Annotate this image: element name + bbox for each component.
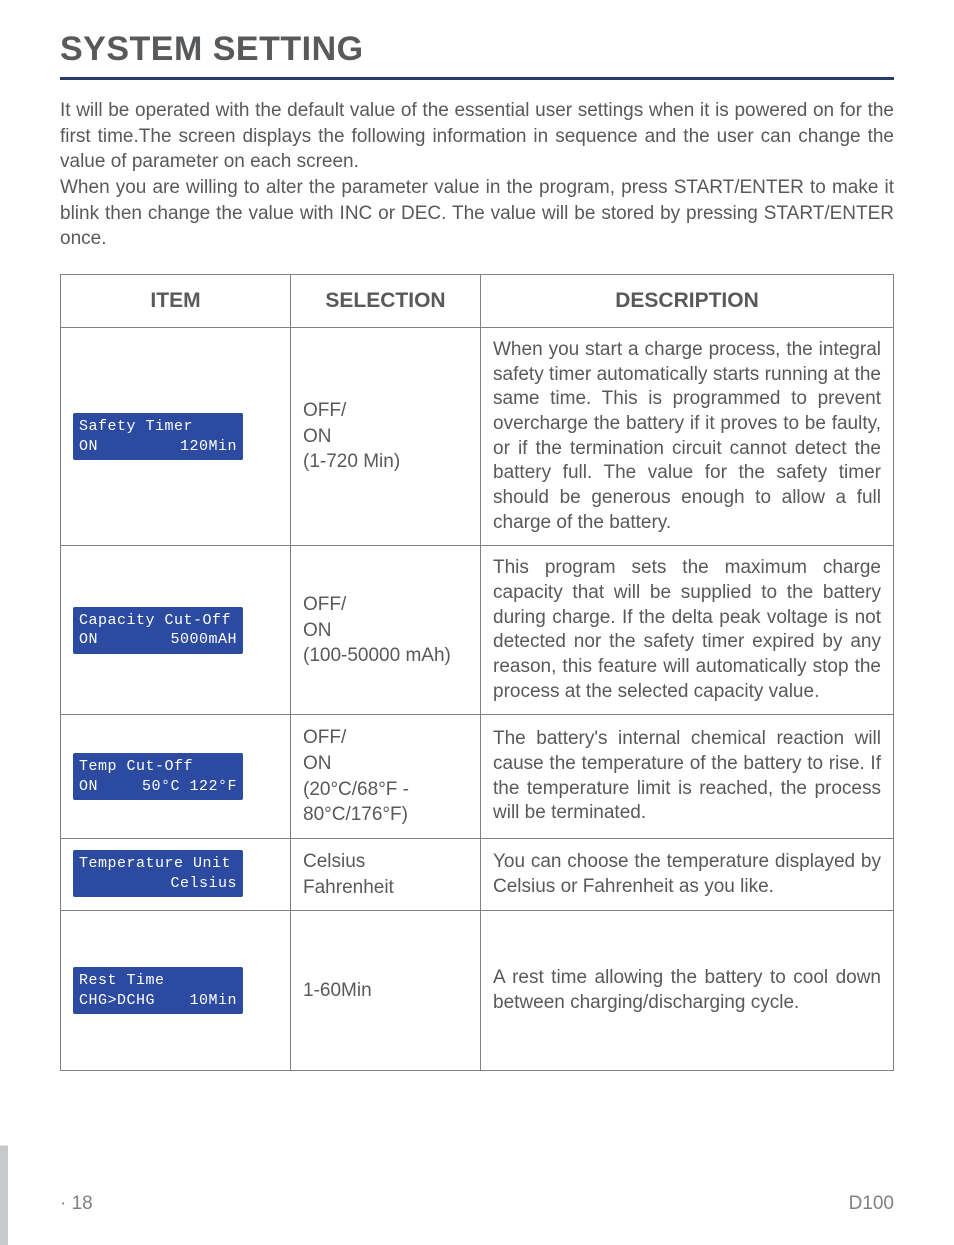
table-row: Safety Timer ON120Min OFF/ON(1-720 Min) … — [61, 327, 894, 546]
lcd-capacity-cutoff: Capacity Cut-Off ON5000mAH — [73, 607, 243, 654]
header-item: ITEM — [61, 274, 291, 327]
page-number: · 18 — [60, 1193, 93, 1215]
table-row: Temp Cut-Off ON50°C 122°F OFF/ON(20°C/68… — [61, 715, 894, 839]
header-description: DESCRIPTION — [481, 274, 894, 327]
description-temperature-unit: You can choose the temperature displayed… — [481, 839, 894, 911]
selection-temp-cutoff: OFF/ON(20°C/68°F -80°C/176°F) — [291, 715, 481, 839]
lcd-rest-time: Rest Time CHG>DCHG10Min — [73, 967, 243, 1014]
lcd-temp-cutoff: Temp Cut-Off ON50°C 122°F — [73, 753, 243, 800]
description-capacity-cutoff: This program sets the maximum charge cap… — [481, 546, 894, 715]
title-underline — [60, 77, 894, 80]
selection-rest-time: 1-60Min — [291, 911, 481, 1071]
description-safety-timer: When you start a charge process, the int… — [481, 327, 894, 546]
intro-paragraph-2: When you are willing to alter the parame… — [60, 177, 894, 249]
left-accent-bar — [0, 0, 8, 1245]
header-selection: SELECTION — [291, 274, 481, 327]
selection-temperature-unit: CelsiusFahrenheit — [291, 839, 481, 911]
table-row: Rest Time CHG>DCHG10Min 1-60Min A rest t… — [61, 911, 894, 1071]
lcd-temperature-unit: Temperature Unit Celsius — [73, 850, 243, 897]
settings-table: ITEM SELECTION DESCRIPTION Safety Timer … — [60, 274, 894, 1071]
selection-safety-timer: OFF/ON(1-720 Min) — [291, 327, 481, 546]
lcd-safety-timer: Safety Timer ON120Min — [73, 413, 243, 460]
table-row: Capacity Cut-Off ON5000mAH OFF/ON(100-50… — [61, 546, 894, 715]
model-label: D100 — [849, 1193, 894, 1215]
table-row: Temperature Unit Celsius CelsiusFahrenhe… — [61, 839, 894, 911]
page-title: SYSTEM SETTING — [60, 30, 894, 69]
selection-capacity-cutoff: OFF/ON(100-50000 mAh) — [291, 546, 481, 715]
description-rest-time: A rest time allowing the battery to cool… — [481, 911, 894, 1071]
page-footer: · 18 D100 — [60, 1193, 894, 1215]
intro-text: It will be operated with the default val… — [60, 98, 894, 252]
description-temp-cutoff: The battery's internal chemical reaction… — [481, 715, 894, 839]
table-header-row: ITEM SELECTION DESCRIPTION — [61, 274, 894, 327]
intro-paragraph-1: It will be operated with the default val… — [60, 100, 894, 172]
